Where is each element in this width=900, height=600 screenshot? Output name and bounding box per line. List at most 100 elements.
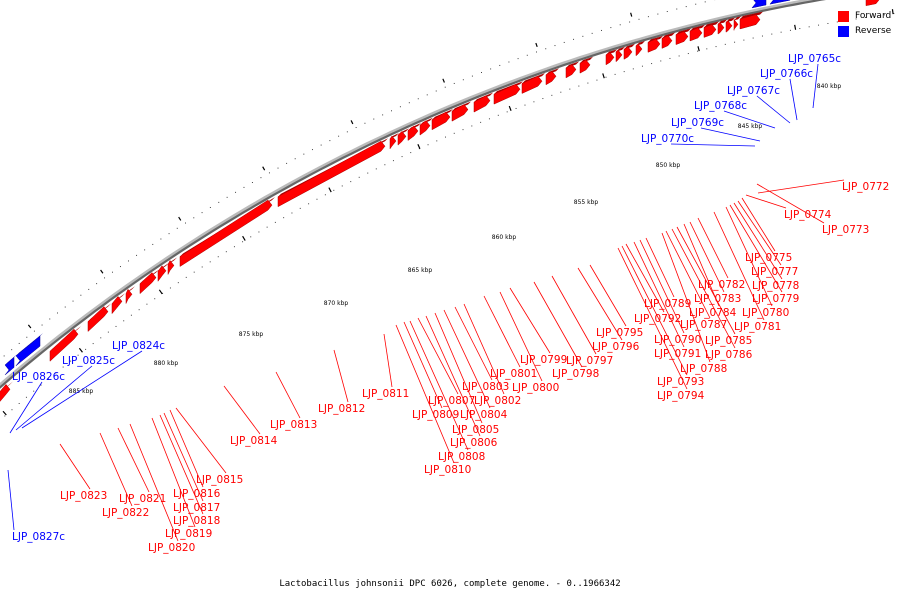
gene-label[interactable]: LJP_0805 [452, 424, 499, 436]
label-leader-line [417, 317, 459, 395]
minor-tick [185, 276, 187, 278]
minor-tick [471, 75, 473, 77]
minor-tick [410, 152, 412, 154]
gene-label[interactable]: LJP_0823 [60, 490, 107, 502]
label-leader-line [676, 226, 736, 335]
gene-label[interactable]: LJP_0815 [196, 474, 243, 486]
gene-label[interactable]: LJP_0780 [742, 307, 789, 319]
gene-label[interactable]: LJP_0796 [592, 341, 640, 353]
gene-label[interactable]: LJP_0766c [760, 68, 813, 80]
label-leader-line [383, 333, 393, 388]
gene-label[interactable]: LJP_0808 [438, 451, 485, 463]
gene-label[interactable]: LJP_0825c [62, 355, 115, 367]
gene-label[interactable]: LJP_0790 [654, 334, 701, 346]
minor-tick [535, 51, 537, 53]
minor-tick [641, 65, 643, 67]
gene-label[interactable]: LJP_0814 [230, 435, 278, 447]
minor-tick [632, 68, 634, 70]
tick-label: 875 kbp [239, 331, 264, 338]
gene-label[interactable]: LJP_0826c [12, 371, 65, 383]
gene-label[interactable]: LJP_0813 [270, 419, 317, 431]
gene-label[interactable]: LJP_0794 [657, 390, 705, 402]
minor-tick [217, 256, 219, 258]
gene-label[interactable]: LJP_0791 [654, 348, 701, 360]
label-leader-line [499, 291, 543, 382]
label-leader-line [700, 127, 761, 142]
gene-label[interactable]: LJP_0827c [12, 531, 65, 543]
gene-label[interactable]: LJP_0788 [680, 363, 727, 375]
minor-tick [251, 182, 253, 184]
gene-label[interactable]: LJP_0803 [462, 381, 509, 393]
label-leader-line [589, 264, 627, 327]
gene-label[interactable]: LJP_0812 [318, 403, 365, 415]
gene-label[interactable]: LJP_0797 [566, 355, 613, 367]
gene-label[interactable]: LJP_0783 [694, 293, 741, 305]
gene-label[interactable]: LJP_0810 [424, 464, 471, 476]
minor-tick [169, 287, 171, 289]
minor-tick [435, 90, 437, 92]
minor-tick [506, 111, 508, 113]
gene-label[interactable]: LJP_0787 [680, 319, 727, 331]
gene-label[interactable]: LJP_0798 [552, 368, 599, 380]
gene-features [0, 0, 880, 402]
gene-label[interactable]: LJP_0773 [822, 224, 869, 236]
gene-label[interactable]: LJP_0820 [148, 542, 195, 554]
gene-label[interactable]: LJP_0789 [644, 298, 691, 310]
gene-label[interactable]: LJP_0807 [428, 395, 475, 407]
label-leader-line [7, 469, 15, 531]
gene-label[interactable]: LJP_0777 [751, 266, 798, 278]
minor-tick [177, 282, 179, 284]
label-leader-line [333, 349, 349, 403]
gene-label[interactable]: LJP_0784 [689, 307, 737, 319]
gene-label[interactable]: LJP_0804 [460, 409, 508, 421]
gene-label[interactable]: LJP_0824c [112, 340, 165, 352]
minor-tick [355, 127, 357, 129]
forward-gene-arrow [0, 381, 13, 402]
gene-label[interactable]: LJP_0779 [752, 293, 799, 305]
gene-label[interactable]: LJP_0769c [671, 117, 724, 129]
minor-tick [444, 86, 446, 88]
gene-label[interactable]: LJP_0792 [634, 313, 681, 325]
label-leader-line [737, 200, 782, 266]
gene-label[interactable]: LJP_0772 [842, 181, 889, 193]
gene-label[interactable]: LJP_0785 [705, 335, 752, 347]
gene-label[interactable]: LJP_0768c [694, 100, 747, 112]
minor-tick [605, 76, 607, 78]
label-leader-line [723, 110, 776, 129]
tick-label: 865 kbp [408, 267, 433, 274]
label-leader-line [434, 312, 483, 424]
minor-tick [193, 217, 195, 219]
gene-label[interactable]: LJP_0765c [788, 53, 841, 65]
gene-label[interactable]: LJP_0800 [512, 382, 559, 394]
minor-tick [138, 309, 140, 311]
gene-label[interactable]: LJP_0802 [474, 395, 521, 407]
gene-label[interactable]: LJP_0811 [362, 388, 409, 400]
gene-label[interactable]: LJP_0782 [698, 279, 745, 291]
gene-label[interactable]: LJP_0801 [490, 368, 537, 380]
gene-label[interactable]: LJP_0819 [165, 528, 212, 540]
gene-label[interactable]: LJP_0809 [412, 409, 459, 421]
gene-label[interactable]: LJP_0806 [450, 437, 498, 449]
minor-tick [55, 372, 57, 374]
gene-label[interactable]: LJP_0793 [657, 376, 704, 388]
minor-tick [517, 58, 519, 60]
gene-label[interactable]: LJP_0817 [173, 502, 220, 514]
gene-label[interactable]: LJP_0795 [596, 327, 643, 339]
gene-label[interactable]: LJP_0774 [784, 209, 832, 221]
minor-tick [160, 238, 162, 240]
gene-label[interactable]: LJP_0781 [734, 321, 781, 333]
gene-label[interactable]: LJP_0821 [119, 493, 166, 505]
gene-label[interactable]: LJP_0767c [727, 85, 780, 97]
gene-label[interactable]: LJP_0816 [173, 488, 221, 500]
gene-label[interactable]: LJP_0770c [641, 133, 694, 145]
gene-label[interactable]: LJP_0822 [102, 507, 149, 519]
gene-label[interactable]: LJP_0778 [752, 280, 799, 292]
forward-swatch [838, 10, 849, 22]
forward-gene-arrow [125, 286, 135, 304]
forward-gene-arrow [49, 326, 81, 362]
gene-label[interactable]: LJP_0799 [520, 354, 567, 366]
gene-label[interactable]: LJP_0786 [705, 349, 753, 361]
gene-label[interactable]: LJP_0775 [745, 252, 792, 264]
gene-label[interactable]: LJP_0818 [173, 515, 220, 527]
minor-tick [346, 131, 348, 133]
